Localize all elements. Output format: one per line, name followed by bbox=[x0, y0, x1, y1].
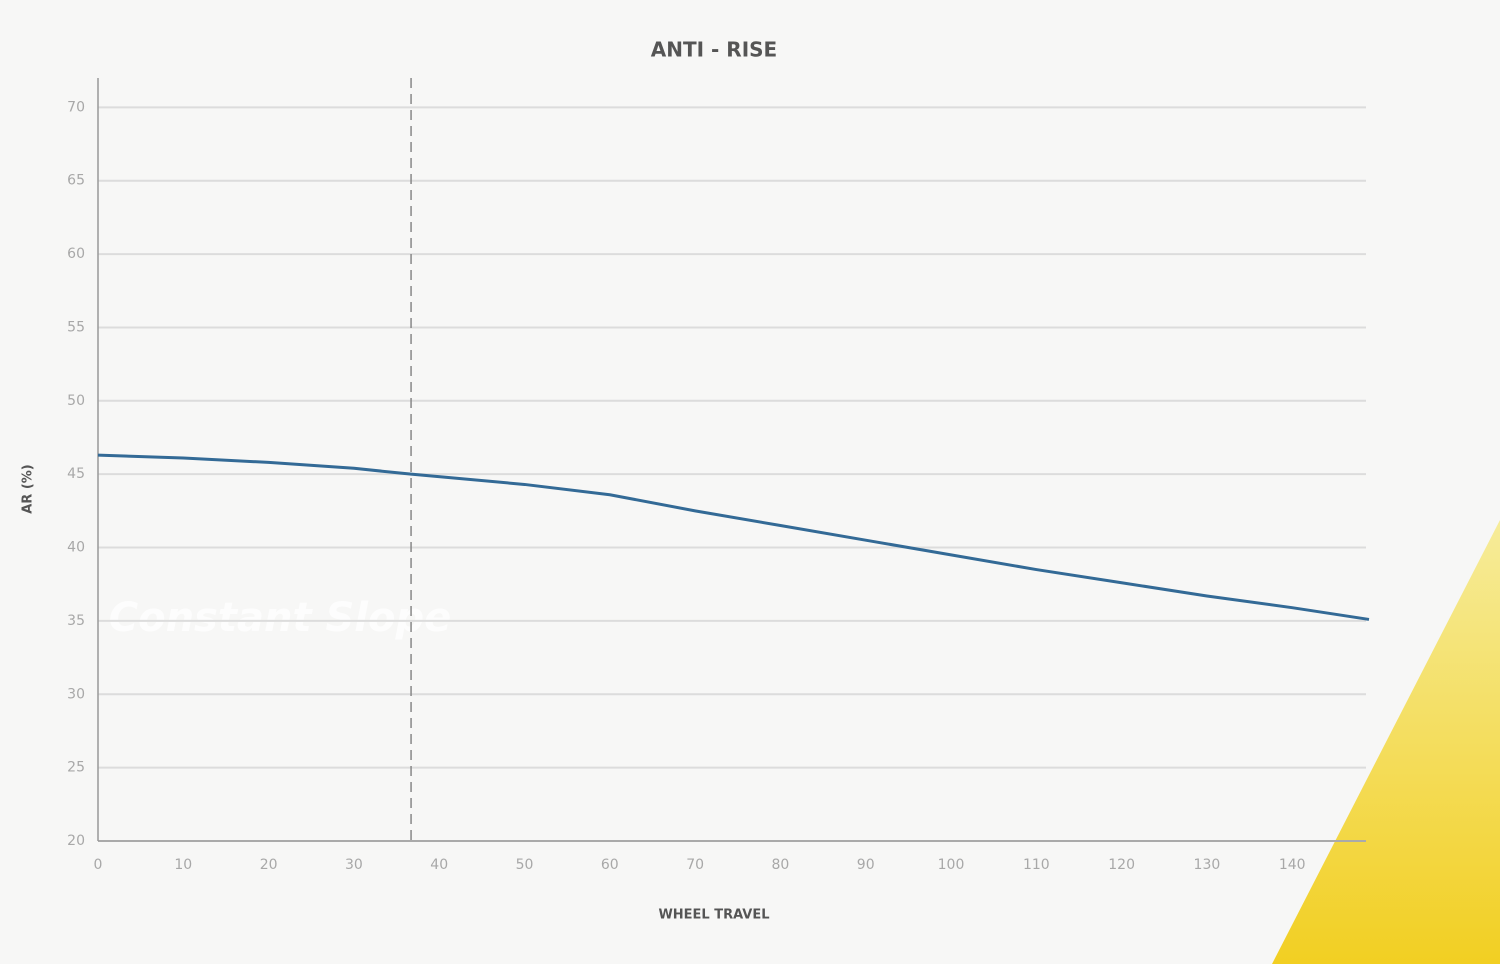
x-tick-label: 30 bbox=[345, 857, 363, 873]
y-tick-label: 35 bbox=[67, 613, 85, 629]
x-tick-label: 10 bbox=[174, 857, 192, 873]
y-tick-label: 60 bbox=[67, 246, 85, 262]
chart-title: ANTI - RISE bbox=[651, 38, 777, 62]
x-tick-label: 0 bbox=[94, 857, 103, 873]
y-tick-label: 50 bbox=[67, 393, 85, 409]
decoration bbox=[1272, 520, 1500, 964]
x-tick-label: 70 bbox=[686, 857, 704, 873]
x-tick-label: 90 bbox=[857, 857, 875, 873]
y-tick-label: 20 bbox=[67, 833, 85, 849]
annotation: Constant Slope bbox=[109, 595, 452, 641]
y-tick-label: 70 bbox=[67, 99, 85, 115]
y-axis-label: AR (%) bbox=[21, 464, 36, 514]
x-tick-label: 110 bbox=[1023, 857, 1050, 873]
y-tick-label: 25 bbox=[67, 760, 85, 776]
y-tick-label: 55 bbox=[67, 319, 85, 335]
x-tick-label: 100 bbox=[938, 857, 965, 873]
y-tick-label: 30 bbox=[67, 686, 85, 702]
y-tick-label: 45 bbox=[67, 466, 85, 482]
x-tick-label: 130 bbox=[1194, 857, 1221, 873]
x-axis-label: WHEEL TRAVEL bbox=[658, 908, 769, 923]
x-tick-label: 20 bbox=[260, 857, 278, 873]
y-tick-label: 65 bbox=[67, 173, 85, 189]
x-tick-label: 140 bbox=[1279, 857, 1306, 873]
x-tick-label: 50 bbox=[516, 857, 534, 873]
y-tick-label: 40 bbox=[67, 540, 85, 556]
data-line bbox=[97, 453, 1370, 621]
x-tick-label: 80 bbox=[772, 857, 790, 873]
x-tick-label: 60 bbox=[601, 857, 619, 873]
x-tick-label: 120 bbox=[1108, 857, 1135, 873]
x-tick-label: 40 bbox=[430, 857, 448, 873]
